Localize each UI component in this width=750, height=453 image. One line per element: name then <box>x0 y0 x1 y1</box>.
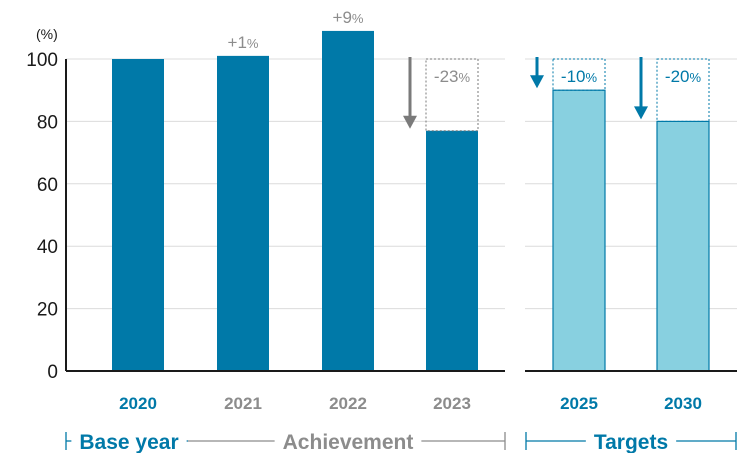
change-value: -20 <box>665 67 690 86</box>
y-tick-label: 40 <box>37 237 58 258</box>
y-tick-label: 60 <box>37 175 58 196</box>
change-annotation: -10% <box>561 67 598 86</box>
y-unit-label: (%) <box>36 26 58 42</box>
x-tick-label: 2021 <box>224 394 262 413</box>
y-tick-label: 20 <box>37 300 58 321</box>
group-label: Base year <box>79 431 178 453</box>
axes <box>65 59 737 372</box>
bar-2020 <box>112 59 164 371</box>
x-tick-label: 2030 <box>664 394 702 413</box>
reduction-outline <box>425 58 479 132</box>
change-unit: % <box>586 70 598 85</box>
grid-lines <box>66 58 737 310</box>
x-tick-label: 2020 <box>119 394 157 413</box>
annotations: +1%+9%-23% -10% -20% <box>228 8 710 132</box>
group-label: Targets <box>594 431 668 453</box>
change-annotation: -20% <box>665 67 702 86</box>
y-axis-ticks: 0 20 40 60 80 100 <box>26 50 58 383</box>
bar-2021 <box>217 55 269 371</box>
group-label: Achievement <box>283 431 414 453</box>
reduction-outline <box>552 58 606 91</box>
x-tick-label: 2023 <box>433 394 471 413</box>
change-unit: % <box>352 11 364 26</box>
y-tick-label: 0 <box>47 362 58 383</box>
change-value: -10 <box>561 67 586 86</box>
change-value: -23 <box>434 67 459 86</box>
bar-2025 <box>552 89 606 372</box>
change-value: +9 <box>333 8 352 27</box>
down-arrow-head-icon <box>634 106 648 120</box>
change-unit: % <box>247 36 259 51</box>
bar-2023 <box>426 130 478 371</box>
bar-2030 <box>656 120 710 372</box>
change-unit: % <box>690 70 702 85</box>
y-tick-label: 100 <box>26 50 58 71</box>
change-value: +1 <box>228 33 247 52</box>
change-annotation: -23% <box>434 67 471 86</box>
x-axis-labels: 2020 2021 2022 2023 2025 2030 <box>119 394 702 413</box>
down-arrow-head-icon <box>530 75 544 89</box>
y-tick-label: 80 <box>37 112 58 133</box>
change-annotation: +9% <box>333 8 364 27</box>
reduction-outline <box>656 58 710 122</box>
change-unit: % <box>459 70 471 85</box>
x-tick-label: 2022 <box>329 394 367 413</box>
bars <box>112 30 710 372</box>
change-annotation: +1% <box>228 33 259 52</box>
group-brackets: Base year Achievement Targets <box>65 431 737 453</box>
bar-2022 <box>322 30 374 371</box>
x-tick-label: 2025 <box>560 394 598 413</box>
down-arrow-head-icon <box>403 115 417 129</box>
